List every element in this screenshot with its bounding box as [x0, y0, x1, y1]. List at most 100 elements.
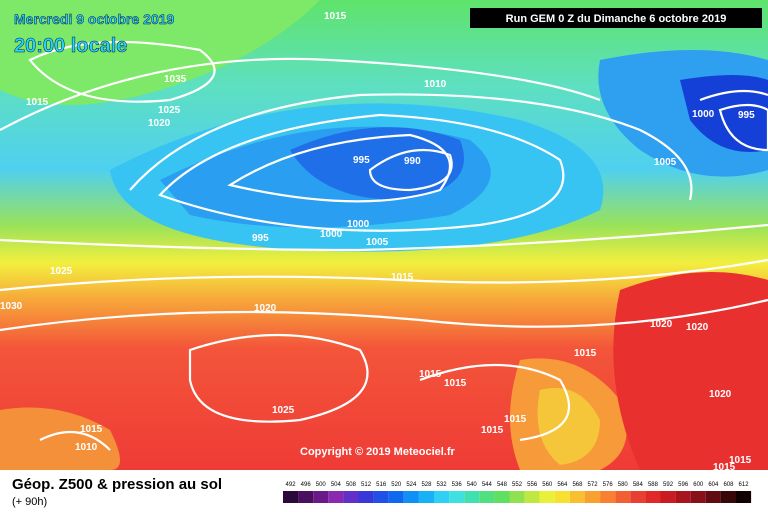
scale-swatch — [388, 491, 404, 503]
scale-label: 524 — [406, 482, 417, 488]
forecast-time: 20:00 locale — [14, 35, 127, 57]
isobar-label: 1015 — [504, 414, 527, 425]
isobar-label: 995 — [252, 233, 269, 244]
scale-swatch — [645, 491, 661, 503]
isobar-label: 1015 — [419, 369, 442, 380]
scale-label: 504 — [331, 482, 342, 488]
isobar-label: 1015 — [729, 455, 752, 466]
scale-label: 496 — [301, 482, 312, 488]
scale-label: 564 — [557, 482, 568, 488]
scale-label: 548 — [497, 482, 508, 488]
run-info: Run GEM 0 Z du Dimanche 6 octobre 2019 — [506, 13, 727, 25]
isobar-label: 1000 — [347, 219, 370, 230]
scale-swatch — [343, 491, 359, 503]
scale-swatch — [736, 491, 752, 503]
scale-label: 516 — [376, 482, 387, 488]
scale-swatch — [434, 491, 450, 503]
isobar-label: 995 — [353, 155, 370, 166]
scale-label: 556 — [527, 482, 538, 488]
scale-swatch — [464, 491, 480, 503]
scale-swatch — [509, 491, 525, 503]
isobar-label: 1020 — [254, 303, 277, 314]
scale-label: 588 — [648, 482, 659, 488]
isobar-label: 1015 — [324, 11, 347, 22]
isobar-labels: 1015 1035 1015 1025 1020 1010 1000 995 995 990 100… — [0, 11, 755, 473]
isobar-label: 1015 — [444, 378, 467, 389]
isobar-label: 1015 — [391, 272, 414, 283]
scale-swatch — [720, 491, 736, 503]
scale-label: 512 — [361, 482, 372, 488]
scale-label: 612 — [739, 482, 750, 488]
isobar-label: 1020 — [650, 319, 673, 330]
scale-swatch — [675, 491, 691, 503]
isobar-label: 1010 — [75, 442, 98, 453]
scale-label: 552 — [512, 482, 523, 488]
scale-swatch — [690, 491, 706, 503]
isobar-label: 1015 — [26, 97, 49, 108]
scale-swatch — [630, 491, 646, 503]
scale-swatch — [298, 491, 314, 503]
lead-time: (+ 90h) — [12, 496, 47, 508]
copyright: Copyright © 2019 Meteociel.fr — [300, 446, 456, 458]
scale-swatch — [554, 491, 570, 503]
scale-label: 576 — [603, 482, 614, 488]
isobar-label: 1010 — [424, 79, 447, 90]
scale-label: 544 — [482, 482, 493, 488]
scale-swatch — [328, 491, 344, 503]
isobar-label: 1015 — [481, 425, 504, 436]
scale-label: 604 — [708, 482, 719, 488]
legend-title: Géop. Z500 & pression au sol — [12, 476, 222, 493]
scale-label: 568 — [572, 482, 583, 488]
scale-label: 584 — [633, 482, 644, 488]
scale-swatch — [705, 491, 721, 503]
scale-swatch — [479, 491, 495, 503]
scale-swatch — [403, 491, 419, 503]
scale-label: 596 — [678, 482, 689, 488]
isobar-label: 1025 — [272, 405, 295, 416]
scale-swatch — [660, 491, 676, 503]
scale-label: 492 — [286, 482, 297, 488]
isobar-label: 1000 — [692, 109, 715, 120]
scale-swatch — [585, 491, 601, 503]
isobar-label: 1005 — [654, 157, 677, 168]
isobar-label: 1005 — [366, 237, 389, 248]
scale-swatch — [418, 491, 434, 503]
scale-label: 560 — [542, 482, 553, 488]
scale-swatch — [524, 491, 540, 503]
isobar-label: 1020 — [686, 322, 709, 333]
scale-label: 536 — [452, 482, 463, 488]
scale-swatch — [539, 491, 555, 503]
scale-swatch — [569, 491, 585, 503]
isobar-label: 995 — [738, 110, 755, 121]
scale-label: 592 — [663, 482, 674, 488]
isobar-label: 1035 — [164, 74, 187, 85]
scale-swatch — [313, 491, 329, 503]
forecast-date: Mercredi 9 octobre 2019 — [14, 11, 175, 27]
scale-label: 520 — [391, 482, 402, 488]
isobars — [0, 40, 768, 451]
isobar-label: 1030 — [0, 301, 23, 312]
isobar-label: 1025 — [50, 266, 73, 277]
scale-swatch — [600, 491, 616, 503]
scale-swatch — [615, 491, 631, 503]
scale-label: 608 — [723, 482, 734, 488]
isobar-label: 1020 — [148, 118, 171, 129]
scale-swatch — [283, 491, 299, 503]
scale-label: 572 — [588, 482, 599, 488]
isobar-label: 1000 — [320, 229, 343, 240]
run-box — [470, 8, 762, 28]
isobar-label: 1015 — [80, 424, 103, 435]
scale-swatch — [449, 491, 465, 503]
scale-label: 600 — [693, 482, 704, 488]
isobar-label: 1015 — [574, 348, 597, 359]
scale-label: 528 — [421, 482, 432, 488]
isobar-label: 1015 — [713, 462, 736, 473]
isobar-label: 990 — [404, 156, 421, 167]
scale-label: 540 — [467, 482, 478, 488]
scale-label: 580 — [618, 482, 629, 488]
scale-swatch — [494, 491, 510, 503]
scale-swatch — [358, 491, 374, 503]
isobar-label: 1020 — [709, 389, 732, 400]
scale-label: 532 — [437, 482, 448, 488]
